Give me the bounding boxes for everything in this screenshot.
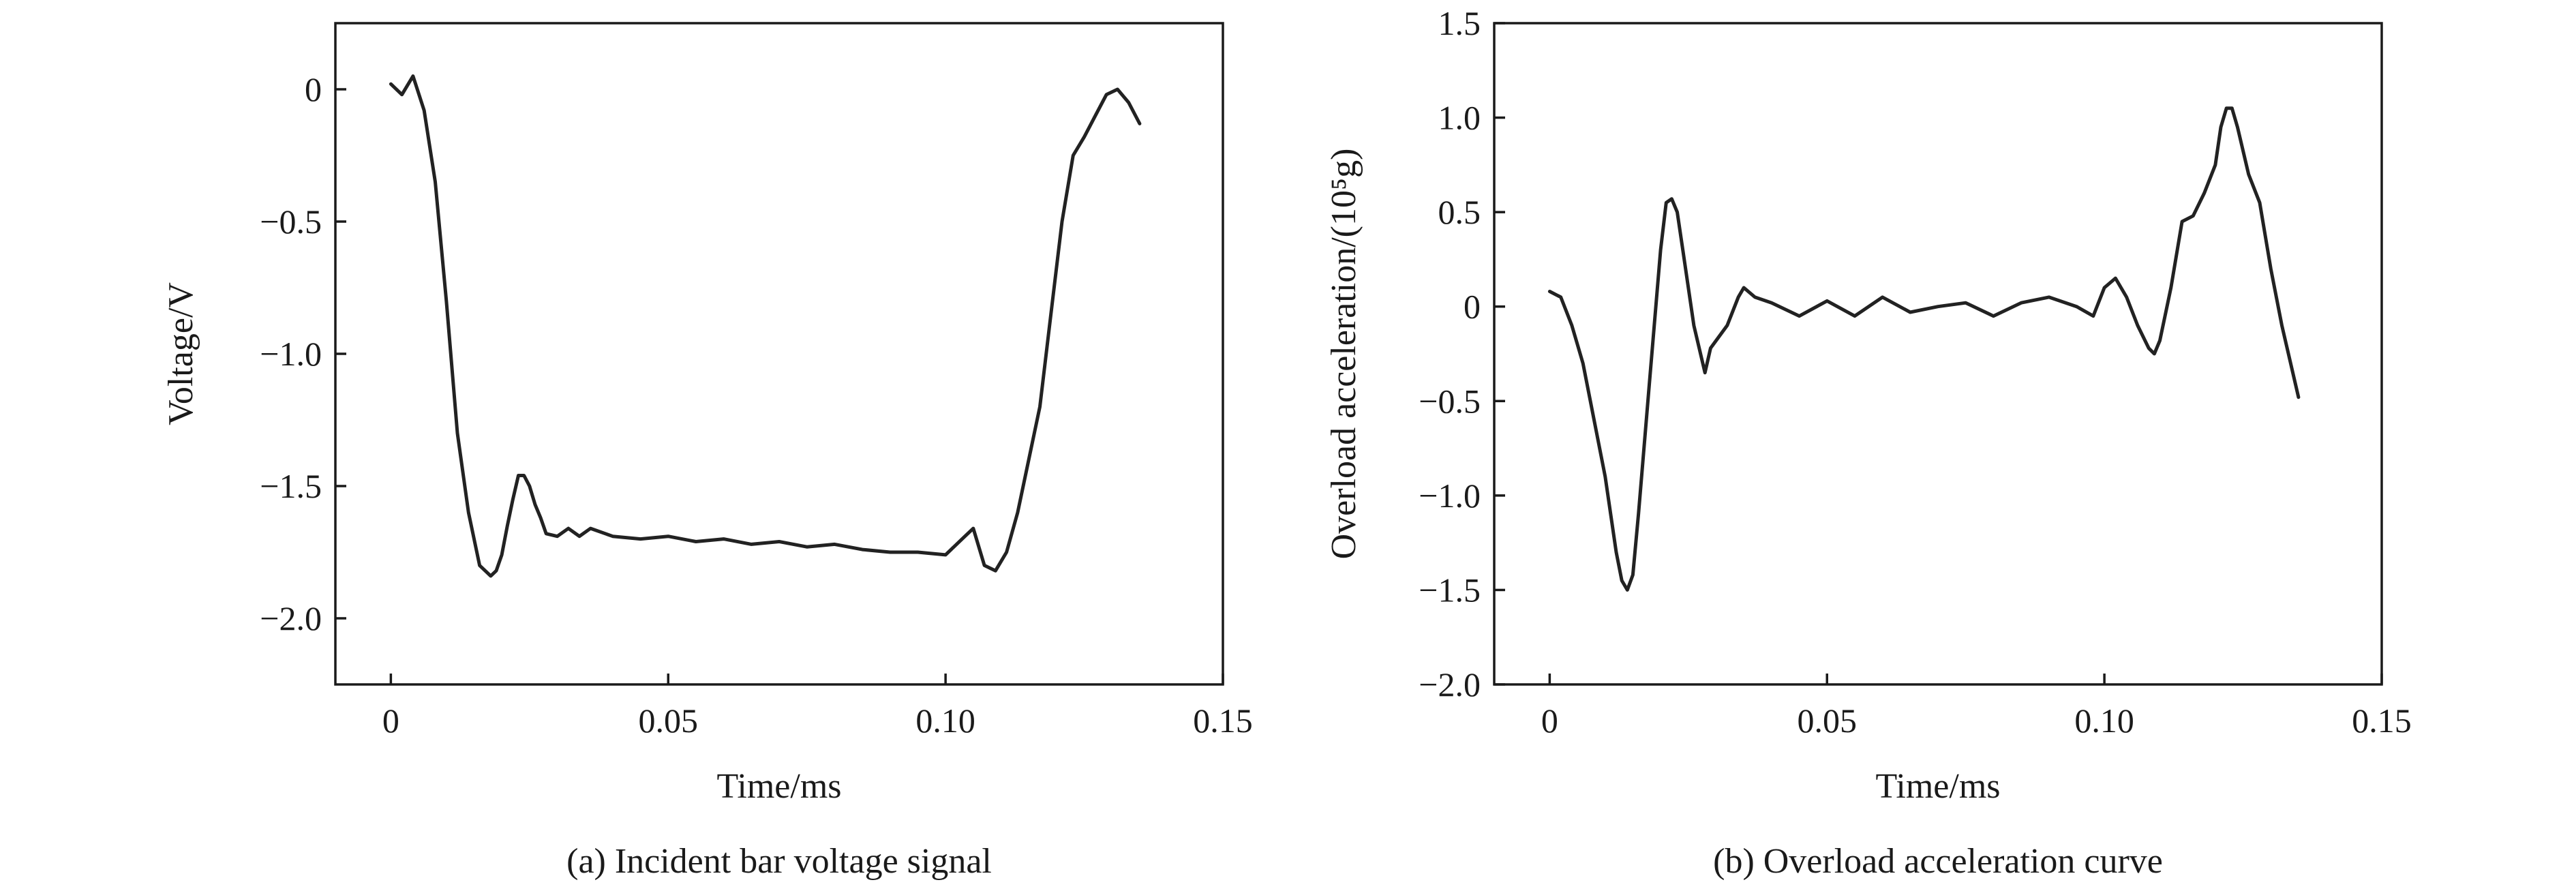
panel-b-x-tick-label: 0.15 <box>2352 701 2412 740</box>
panel-a-x-tick-label: 0 <box>382 701 399 740</box>
panel-b-acceleration-chart: 0 0.05 0.10 0.15 1.5 1.0 0.5 0 −0.5 −1.0 −1.5 −2.0… <box>1324 4 2412 881</box>
panel-a-y-tick-label: −1.0 <box>260 335 322 373</box>
panel-a-y-tick-label: 0 <box>305 70 322 108</box>
panel-b-acceleration-line <box>1547 106 2301 592</box>
panel-b-y-tick-label: 0 <box>1464 288 1481 326</box>
panel-a-y-tick-label: −0.5 <box>260 202 322 241</box>
panel-b-x-tick-label: 0.10 <box>2074 701 2134 740</box>
panel-a-y-ticks: 0 −0.5 −1.0 −1.5 −2.0 <box>260 70 346 637</box>
panel-b-y-tick-label: −0.5 <box>1419 382 1481 420</box>
panel-a-voltage-line <box>389 74 1142 578</box>
panel-b-caption: (b) Overload acceleration curve <box>1713 842 2163 881</box>
panel-a-plot-frame <box>334 22 1224 686</box>
panel-a-caption: (a) Incident bar voltage signal <box>566 842 992 881</box>
panel-a-voltage-chart: 0 0.05 0.10 0.15 0−0.5−1.0−1.5−2.0 Time/ms … <box>162 22 1253 881</box>
panel-b-y-tick-label: −1.0 <box>1419 477 1481 515</box>
panel-a-x-tick-label: 0.10 <box>915 701 975 740</box>
panel-b-x-ticks: 0 0.05 0.10 0.15 <box>1541 674 2412 740</box>
panel-b-y-tick-label: −2.0 <box>1419 665 1481 704</box>
panel-b-y-tick-label: 1.0 <box>1438 99 1481 137</box>
panel-a-x-tick-label: 0.15 <box>1193 701 1253 740</box>
panel-a-y-tick-label: −2.0 <box>260 599 322 637</box>
panel-a-y-tick-label: −1.5 <box>260 467 322 505</box>
panel-a-x-tick-label: 0.05 <box>639 701 699 740</box>
panel-b-plot-frame <box>1493 22 2383 686</box>
panel-b-y-ticks: 1.5 1.0 0.5 0 −0.5 −1.0 −1.5 −2.0 <box>1419 4 1505 704</box>
panel-b-y-tick-label: −1.5 <box>1419 571 1481 609</box>
panel-a-y-axis-label: Voltage/V <box>162 282 200 425</box>
panel-b-y-tick-label: 1.5 <box>1438 4 1481 42</box>
panel-b-y-axis-label: Overload acceleration/(10⁵g) <box>1324 149 1363 560</box>
panel-a-x-axis-label: Time/ms <box>716 767 841 806</box>
panel-a-x-ticks: 0 0.05 0.10 0.15 <box>382 674 1253 740</box>
panel-b-x-axis-label: Time/ms <box>1875 767 2000 806</box>
panel-b-x-tick-label: 0.05 <box>1798 701 1858 740</box>
panel-b-x-tick-label: 0 <box>1541 701 1558 740</box>
panel-b-y-tick-label: 0.5 <box>1438 193 1481 231</box>
